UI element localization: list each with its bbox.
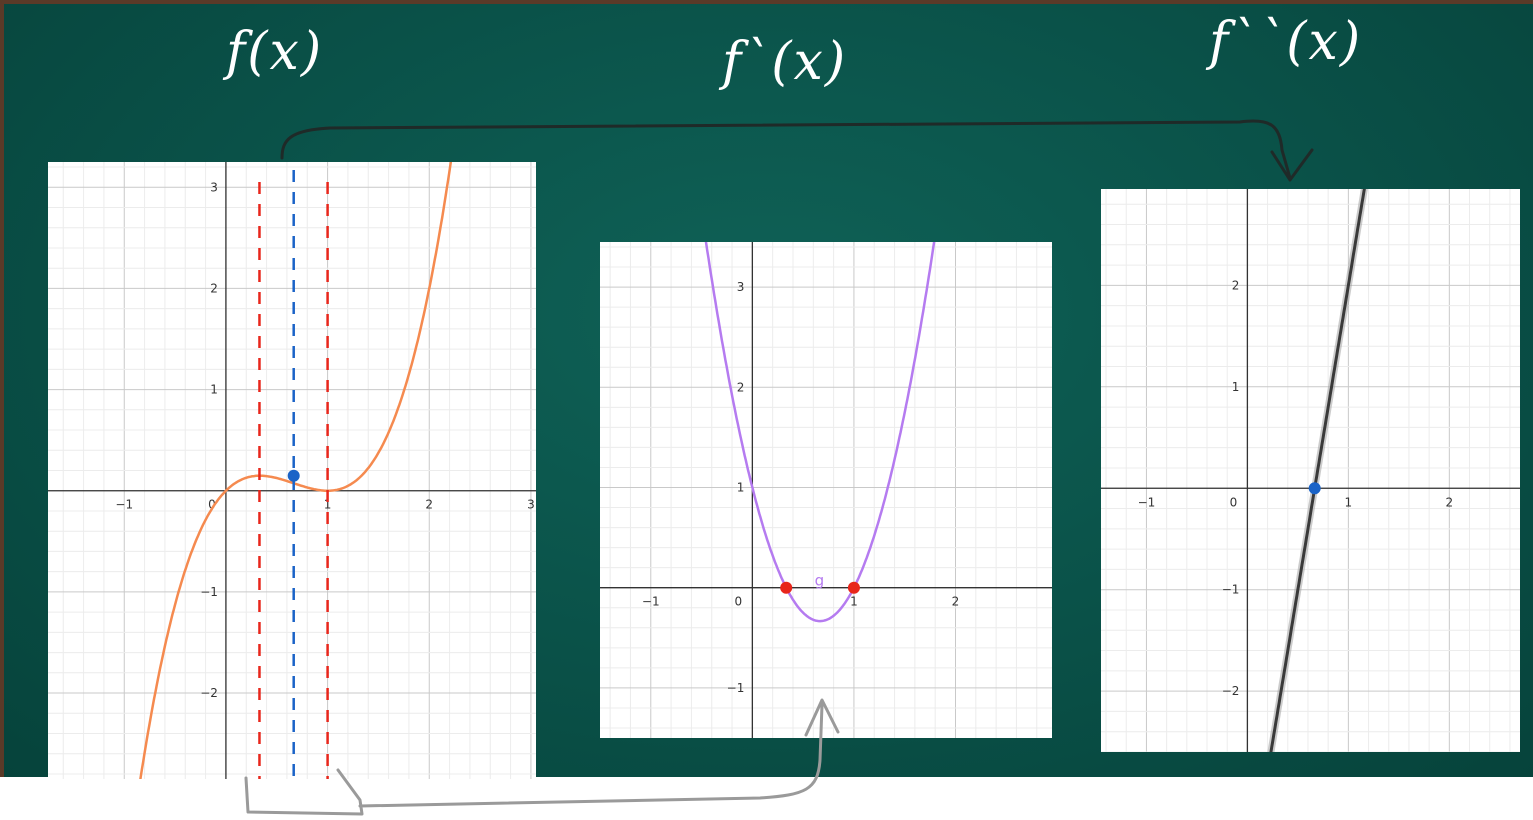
series-line-f <box>139 162 453 779</box>
root-point <box>1308 482 1321 495</box>
x-tick-label: −1 <box>115 498 133 512</box>
x-tick-label: 2 <box>425 498 433 512</box>
x-tick-label: 1 <box>850 595 858 609</box>
y-tick-label: 2 <box>210 281 218 295</box>
y-tick-label: 1 <box>737 480 745 494</box>
y-tick-label: 2 <box>1232 278 1240 292</box>
y-tick-label: −2 <box>1222 684 1240 698</box>
y-tick-label: 1 <box>1232 380 1240 394</box>
f-prime-graph: −1 0 1 2 −1 1 2 3 g <box>600 242 1052 738</box>
x-tick-label: 0 <box>208 498 216 512</box>
y-tick-label: 1 <box>210 383 218 397</box>
x-tick-label: 0 <box>1230 495 1238 509</box>
x-tick-label: 0 <box>735 595 743 609</box>
chalkboard: f(x) f`(x) f``(x) −1 0 1 2 3 −2 −1 1 2 3 −1 0 1 2 −1 1… <box>0 0 1533 779</box>
y-tick-label: −1 <box>1222 583 1240 597</box>
y-tick-label: −1 <box>200 585 218 599</box>
y-tick-label: −1 <box>727 681 745 695</box>
f-double-prime-graph-panel: −1 0 1 2 −2 −1 1 2 <box>1101 189 1520 752</box>
f-prime-label: f`(x) <box>722 32 848 92</box>
series-label: g <box>815 572 825 590</box>
x-tick-label: 2 <box>952 595 960 609</box>
x-tick-label: 3 <box>527 498 535 512</box>
grid <box>600 242 1052 738</box>
x-tick-label: 1 <box>1345 495 1353 509</box>
y-tick-label: 2 <box>737 380 745 394</box>
grid <box>1101 189 1520 752</box>
x-tick-label: −1 <box>1138 495 1156 509</box>
f-double-prime-graph: −1 0 1 2 −2 −1 1 2 <box>1101 189 1520 752</box>
f-graph: −1 0 1 2 3 −2 −1 1 2 3 <box>48 162 536 779</box>
curve-halo <box>1267 189 1368 752</box>
x-tick-label: 2 <box>1446 495 1454 509</box>
series-line-f_double_prime <box>1269 189 1366 752</box>
f-double-prime-label: f``(x) <box>1209 12 1363 72</box>
f-label: f(x) <box>226 22 324 82</box>
inflection-point <box>287 469 300 482</box>
x-tick-label: 1 <box>324 498 332 512</box>
f-prime-graph-panel: −1 0 1 2 −1 1 2 3 g <box>600 242 1052 738</box>
root-point <box>780 581 793 594</box>
series-line-f_prime <box>704 242 936 623</box>
x-tick-label: −1 <box>642 595 660 609</box>
f-graph-panel: −1 0 1 2 3 −2 −1 1 2 3 <box>48 162 536 779</box>
y-tick-label: 3 <box>210 180 218 194</box>
y-tick-label: 3 <box>737 280 745 294</box>
y-tick-label: −2 <box>200 686 218 700</box>
root-point <box>847 581 860 594</box>
